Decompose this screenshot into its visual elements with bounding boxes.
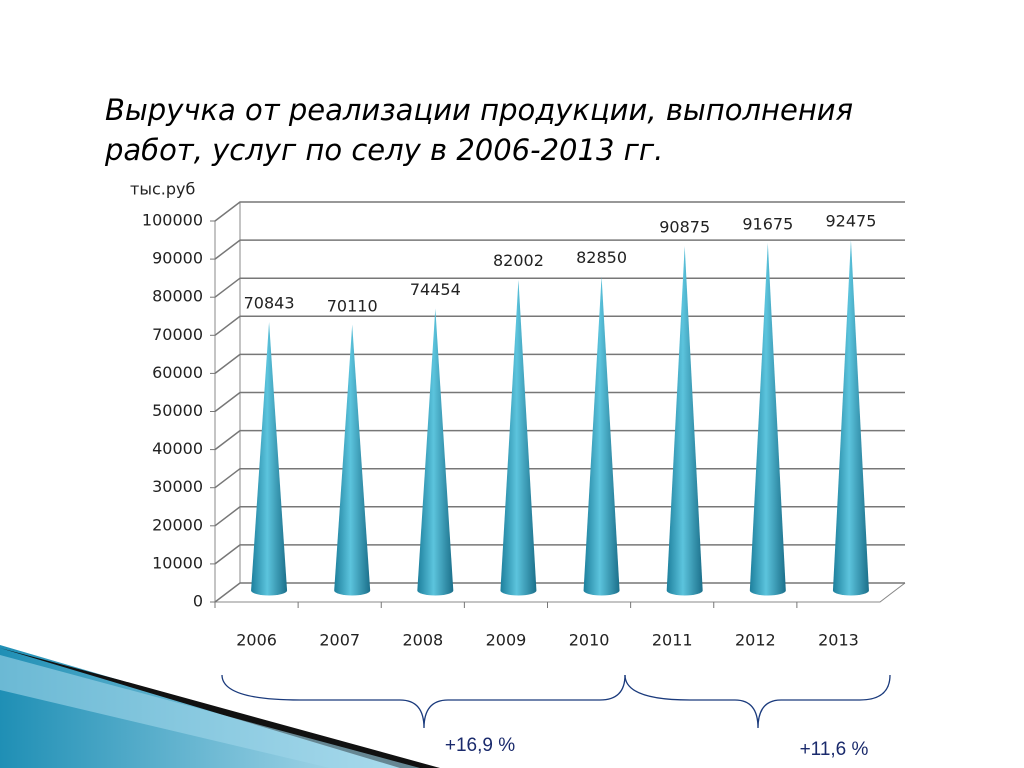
cone	[334, 324, 371, 596]
grid-line	[214, 544, 905, 565]
value-label: 70843	[244, 294, 295, 313]
value-label: 82850	[576, 248, 627, 267]
value-label: 91675	[742, 215, 793, 234]
cone	[500, 279, 537, 596]
x-tick-label: 2011	[652, 631, 693, 650]
y-tick-label: 10000	[152, 553, 203, 572]
grid-line	[214, 506, 905, 527]
y-tick-label: 90000	[152, 249, 203, 268]
annotation: +11,6 %	[800, 739, 869, 760]
cone	[832, 240, 869, 596]
grid-line	[214, 315, 905, 336]
grid-line	[214, 353, 905, 374]
title-line: работ, услуг по селу в 2006-2013 гг.	[104, 133, 663, 167]
value-label: 92475	[825, 212, 876, 231]
x-tick-label: 2008	[402, 631, 443, 650]
cone	[749, 243, 786, 596]
x-tick-label: 2010	[569, 631, 610, 650]
cone	[666, 246, 703, 596]
y-tick-label: 100000	[142, 211, 203, 230]
y-tick-label: 20000	[152, 515, 203, 534]
decoration	[0, 655, 420, 768]
title-line: Выручка от реализации продукции, выполне…	[105, 93, 853, 127]
grid-line	[214, 429, 905, 451]
y-tick-label: 0	[193, 592, 203, 611]
cone	[417, 308, 454, 596]
value-label: 70110	[327, 296, 378, 315]
grid-line	[214, 391, 905, 413]
value-label: 82002	[493, 251, 544, 270]
x-tick-label: 2006	[236, 631, 277, 650]
y-tick-label: 70000	[152, 325, 203, 344]
cone	[251, 322, 288, 596]
value-label: 74454	[410, 280, 461, 299]
x-tick-label: 2009	[486, 631, 527, 650]
value-label: 90875	[659, 218, 710, 237]
y-tick-label: 50000	[152, 401, 203, 420]
y-axis-label: тыс.руб	[130, 180, 195, 199]
chart-title: Выручка от реализации продукции, выполне…	[104, 93, 862, 167]
y-tick-label: 80000	[152, 287, 203, 306]
grid-line	[214, 201, 905, 222]
bracket	[221, 674, 626, 729]
x-tick-label: 2007	[319, 631, 360, 650]
x-tick-label: 2012	[735, 631, 776, 650]
y-tick-label: 30000	[152, 477, 203, 496]
annotation: +16,9 %	[445, 735, 515, 756]
grid-line	[214, 239, 905, 260]
cone	[583, 276, 620, 596]
grid-line	[214, 582, 905, 603]
y-tick-label: 60000	[152, 363, 203, 382]
y-tick-label: 40000	[152, 439, 203, 458]
decoration	[0, 648, 440, 768]
x-tick-label: 2013	[818, 631, 859, 650]
floor	[215, 582, 906, 603]
grid-line	[214, 467, 905, 489]
grid-line	[214, 277, 905, 298]
bracket	[624, 674, 891, 729]
